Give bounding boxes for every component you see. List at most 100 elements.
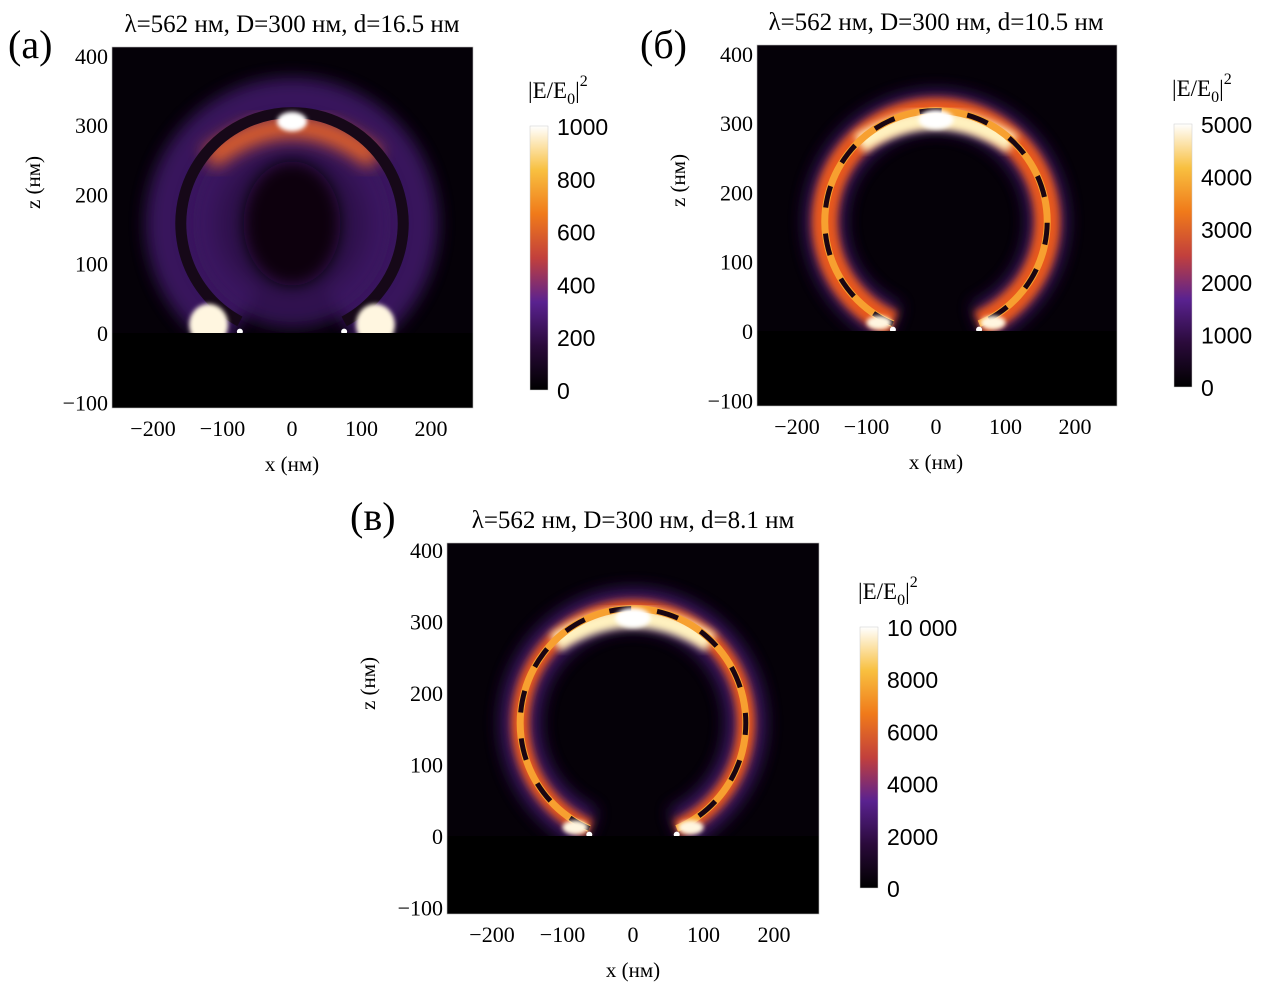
x-tick-label: 200 (1059, 414, 1092, 439)
x-tick-label: 0 (628, 922, 639, 947)
colorbar-tick-label: 4000 (887, 772, 938, 798)
y-tick-label: 300 (75, 113, 108, 138)
plot-frame (446, 542, 820, 915)
colorbar-title-sup: 2 (1224, 71, 1232, 88)
y-tick-label: 400 (410, 538, 443, 563)
y-tick-label: 300 (410, 610, 443, 635)
x-tick-label: −200 (469, 922, 514, 947)
x-tick-label: 100 (989, 414, 1022, 439)
colorbar-title-main: |E/E (858, 579, 897, 604)
y-tick-label: −100 (398, 896, 443, 921)
y-tick-label: 100 (410, 753, 443, 778)
colorbar-tick-label: 1000 (557, 114, 608, 140)
colorbar-title-sup: 2 (580, 73, 588, 90)
hotspot-top (615, 607, 651, 628)
y-tick-label: 100 (75, 252, 108, 277)
plot-frame (111, 46, 474, 409)
x-tick-label: −200 (130, 416, 175, 441)
colorbar-tick-label: 0 (887, 876, 900, 902)
x-tick-label: 200 (758, 922, 791, 947)
x-tick-label: −100 (200, 416, 245, 441)
y-tick-label: −100 (63, 390, 108, 415)
hotspot-top (918, 109, 954, 130)
y-tick-label: 0 (97, 321, 108, 346)
y-axis-label: z (нм) (356, 657, 380, 710)
heatmap-area (447, 543, 819, 914)
colorbar-title-bar: | (575, 78, 580, 103)
colorbar-title-bar: | (905, 579, 910, 604)
chart-title: λ=562 нм, D=300 нм, d=16.5 нм (124, 11, 459, 38)
substrate (112, 333, 473, 408)
hotspot-top (276, 111, 308, 132)
x-tick-label: 100 (345, 416, 378, 441)
heatmap-area (112, 47, 473, 408)
hotspot-foot (866, 315, 892, 330)
x-tick-label: −100 (540, 922, 585, 947)
colorbar-title-main: |E/E (1172, 76, 1211, 101)
x-axis-label: x (нм) (265, 452, 319, 476)
colorbar-tick-label: 8000 (887, 667, 938, 693)
colorbar (529, 125, 549, 391)
x-tick-label: 200 (415, 416, 448, 441)
y-tick-label: 200 (720, 180, 753, 205)
colorbar-tick-label: 4000 (1201, 165, 1252, 191)
colorbar-tick-label: 0 (557, 378, 570, 404)
colorbar-tick-label: 3000 (1201, 217, 1252, 243)
colorbar-tick-label: 5000 (1201, 112, 1252, 138)
field-dark-core (243, 161, 341, 286)
colorbar-title-sup: 2 (910, 574, 918, 591)
colorbar-title-main: |E/E (528, 78, 567, 103)
y-tick-label: −100 (708, 388, 753, 413)
substrate (757, 331, 1117, 406)
panel-label: (б) (640, 22, 687, 67)
colorbar-title: |E/E0|2 (528, 73, 588, 108)
colorbar-title: |E/E0|2 (1172, 71, 1232, 106)
colorbar-tick-label: 2000 (1201, 270, 1252, 296)
colorbar-tick-label: 1000 (1201, 322, 1252, 348)
chart-title: λ=562 нм, D=300 нм, d=10.5 нм (768, 9, 1103, 36)
y-axis-label: z (нм) (21, 156, 45, 209)
y-tick-label: 300 (720, 111, 753, 136)
chart-title: λ=562 нм, D=300 нм, d=8.1 нм (472, 507, 795, 534)
colorbar-tick-label: 800 (557, 167, 595, 193)
hotspot-foot (562, 820, 588, 835)
colorbar-tick-label: 200 (557, 325, 595, 351)
colorbar-tick-label: 2000 (887, 824, 938, 850)
colorbar-tick-label: 400 (557, 272, 595, 298)
y-tick-label: 0 (742, 319, 753, 344)
colorbar-title-sub: 0 (897, 592, 905, 609)
heatmap-area (757, 45, 1117, 406)
shell-dark-nodes (517, 606, 749, 831)
colorbar-title-sub: 0 (1211, 89, 1219, 106)
colorbar-tick-label: 600 (557, 220, 595, 246)
colorbar (1173, 123, 1193, 388)
x-tick-label: 0 (287, 416, 298, 441)
y-tick-label: 200 (410, 681, 443, 706)
y-tick-label: 100 (720, 250, 753, 275)
x-tick-label: −200 (774, 414, 819, 439)
colorbar (859, 626, 879, 889)
y-tick-label: 400 (720, 42, 753, 67)
x-tick-label: 0 (931, 414, 942, 439)
x-tick-label: −100 (844, 414, 889, 439)
y-tick-label: 0 (432, 824, 443, 849)
colorbar-title: |E/E0|2 (858, 574, 918, 609)
panel-label: (a) (8, 22, 52, 67)
hotspot-foot (980, 315, 1006, 330)
colorbar-title-sub: 0 (567, 91, 575, 108)
y-axis-label: z (нм) (666, 154, 690, 207)
x-axis-label: x (нм) (909, 450, 963, 474)
panel-label: (в) (350, 494, 396, 539)
x-axis-label: x (нм) (606, 958, 660, 982)
colorbar-tick-label: 0 (1201, 375, 1214, 401)
substrate (447, 836, 819, 914)
y-tick-label: 400 (75, 44, 108, 69)
x-tick-label: 100 (687, 922, 720, 947)
colorbar-tick-label: 10 000 (887, 615, 957, 641)
plot-frame (756, 44, 1118, 407)
hotspot-foot (678, 820, 704, 835)
